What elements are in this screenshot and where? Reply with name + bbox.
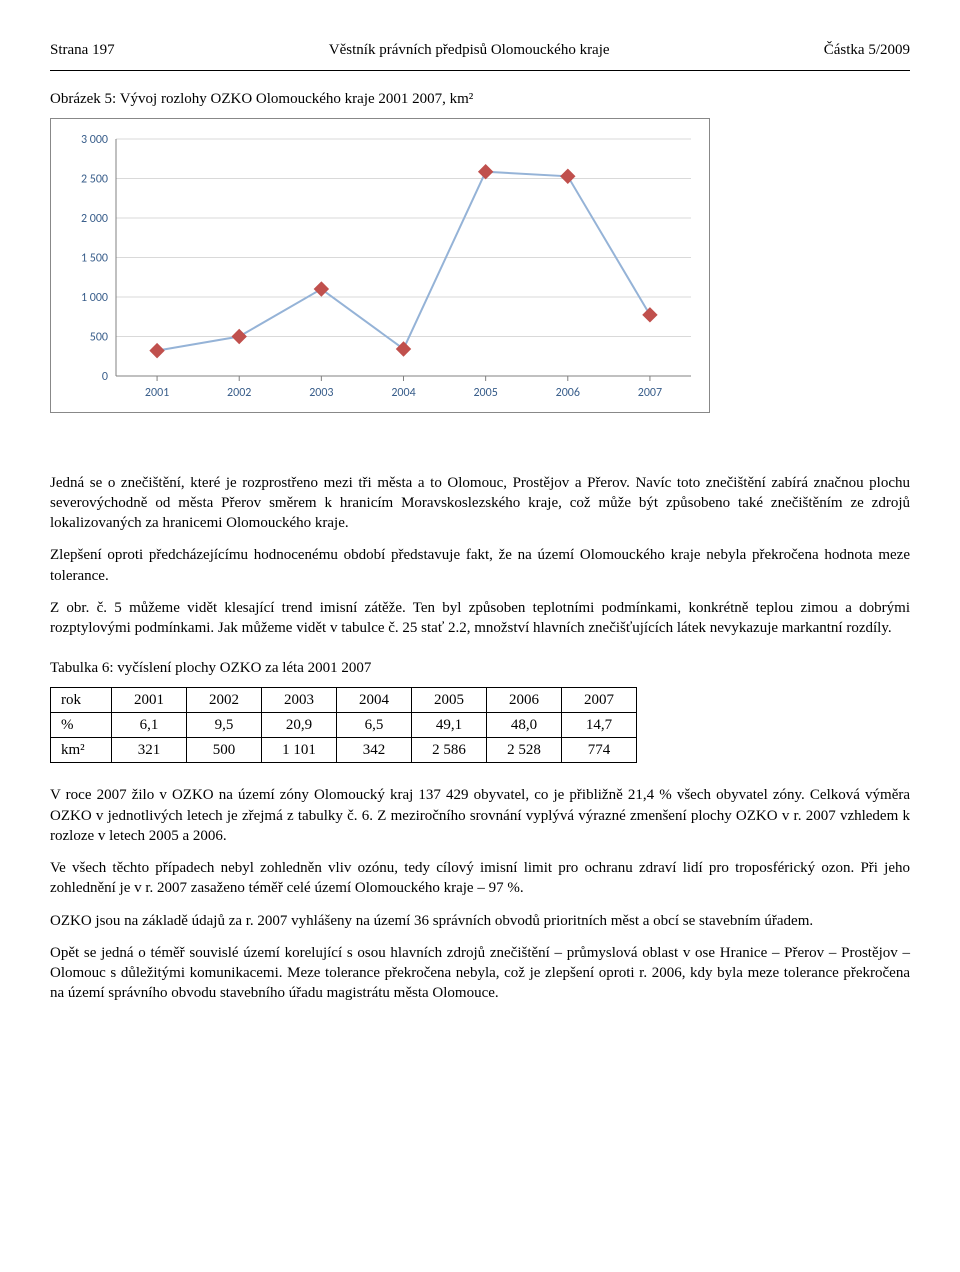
header-left: Strana 197	[50, 40, 115, 60]
paragraph-1: Jedná se o znečištění, které je rozprost…	[50, 473, 910, 534]
table-cell: 342	[337, 738, 412, 763]
figure-title: Obrázek 5: Vývoj rozlohy OZKO Olomouckéh…	[50, 89, 910, 109]
paragraph-7: Opět se jedná o téměř souvislé území kor…	[50, 943, 910, 1004]
table-cell: 48,0	[487, 712, 562, 737]
table-cell: 14,7	[562, 712, 637, 737]
page-header: Strana 197 Věstník právních předpisů Olo…	[50, 40, 910, 60]
header-right: Částka 5/2009	[824, 40, 910, 60]
svg-text:500: 500	[90, 330, 108, 344]
svg-text:2003: 2003	[309, 386, 333, 400]
svg-text:2 000: 2 000	[81, 212, 108, 226]
row-head: rok	[51, 687, 112, 712]
table-cell: 2005	[412, 687, 487, 712]
table-cell: 9,5	[187, 712, 262, 737]
table-cell: 2007	[562, 687, 637, 712]
svg-text:2006: 2006	[556, 386, 580, 400]
svg-text:0: 0	[102, 370, 108, 384]
line-chart: 0 500 1 000 1 500 2 000 2 500 3 000 2001 2002 200…	[61, 129, 701, 404]
row-head: km²	[51, 738, 112, 763]
table-row: km² 321 500 1 101 342 2 586 2 528 774	[51, 738, 637, 763]
table-cell: 2002	[187, 687, 262, 712]
svg-text:2 500: 2 500	[81, 172, 108, 186]
table-cell: 774	[562, 738, 637, 763]
svg-text:1 500: 1 500	[81, 251, 108, 265]
header-rule	[50, 70, 910, 71]
paragraph-4: V roce 2007 žilo v OZKO na území zóny Ol…	[50, 785, 910, 846]
row-head: %	[51, 712, 112, 737]
svg-text:1 000: 1 000	[81, 291, 108, 305]
chart-container: 0 500 1 000 1 500 2 000 2 500 3 000 2001 2002 200…	[50, 118, 710, 413]
table-cell: 49,1	[412, 712, 487, 737]
svg-text:3 000: 3 000	[81, 133, 108, 147]
svg-text:2007: 2007	[638, 386, 662, 400]
table-cell: 2 586	[412, 738, 487, 763]
table-cell: 2004	[337, 687, 412, 712]
table-cell: 20,9	[262, 712, 337, 737]
svg-text:2002: 2002	[227, 386, 251, 400]
svg-text:2005: 2005	[473, 386, 497, 400]
header-center: Věstník právních předpisů Olomouckého kr…	[329, 40, 610, 60]
svg-text:2004: 2004	[391, 386, 415, 400]
table-cell: 6,5	[337, 712, 412, 737]
paragraph-5: Ve všech těchto případech nebyl zohledně…	[50, 858, 910, 899]
paragraph-3: Z obr. č. 5 můžeme vidět klesající trend…	[50, 598, 910, 639]
table-cell: 500	[187, 738, 262, 763]
table-cell: 2006	[487, 687, 562, 712]
table-cell: 1 101	[262, 738, 337, 763]
table-cell: 321	[112, 738, 187, 763]
table-cell: 2001	[112, 687, 187, 712]
data-table: rok 2001 2002 2003 2004 2005 2006 2007 %…	[50, 687, 637, 764]
table-row: rok 2001 2002 2003 2004 2005 2006 2007	[51, 687, 637, 712]
table-cell: 6,1	[112, 712, 187, 737]
paragraph-6: OZKO jsou na základě údajů za r. 2007 vy…	[50, 911, 910, 931]
table-cell: 2003	[262, 687, 337, 712]
table-row: % 6,1 9,5 20,9 6,5 49,1 48,0 14,7	[51, 712, 637, 737]
svg-text:2001: 2001	[145, 386, 169, 400]
paragraph-2: Zlepšení oproti předcházejícímu hodnocen…	[50, 545, 910, 586]
table-cell: 2 528	[487, 738, 562, 763]
table-caption: Tabulka 6: vyčíslení plochy OZKO za léta…	[50, 658, 910, 678]
